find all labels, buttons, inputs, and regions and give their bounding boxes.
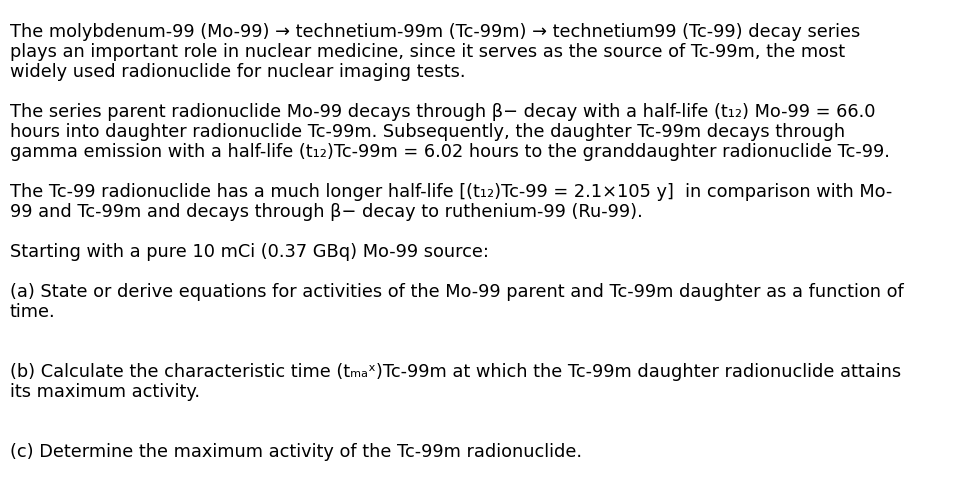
Text: widely used radionuclide for nuclear imaging tests.: widely used radionuclide for nuclear ima… bbox=[10, 63, 466, 81]
Text: (b) Calculate the characteristic time (tₘₐˣ)Tc-99m at which the Tc-99m daughter : (b) Calculate the characteristic time (t… bbox=[10, 363, 901, 381]
Text: plays an important role in nuclear medicine, since it serves as the source of Tc: plays an important role in nuclear medic… bbox=[10, 43, 845, 61]
Text: The Tc-99 radionuclide has a much longer half-life [(t₁₂)Tc-99 = 2.1×105 y]  in : The Tc-99 radionuclide has a much longer… bbox=[10, 183, 893, 201]
Text: The molybdenum-99 (Mo-99) → technetium-99m (Tc-99m) → technetium99 (Tc-99) decay: The molybdenum-99 (Mo-99) → technetium-9… bbox=[10, 23, 860, 41]
Text: hours into daughter radionuclide Tc-99m. Subsequently, the daughter Tc-99m decay: hours into daughter radionuclide Tc-99m.… bbox=[10, 123, 845, 141]
Text: gamma emission with a half-life (t₁₂)Tc-99m = 6.02 hours to the granddaughter ra: gamma emission with a half-life (t₁₂)Tc-… bbox=[10, 143, 890, 161]
Text: Starting with a pure 10 mCi (0.37 GBq) Mo-99 source:: Starting with a pure 10 mCi (0.37 GBq) M… bbox=[10, 243, 489, 261]
Text: (a) State or derive equations for activities of the Mo-99 parent and Tc-99m daug: (a) State or derive equations for activi… bbox=[10, 283, 904, 301]
Text: The series parent radionuclide Mo-99 decays through β− decay with a half-life (t: The series parent radionuclide Mo-99 dec… bbox=[10, 103, 875, 121]
Text: time.: time. bbox=[10, 303, 56, 321]
Text: 99 and Tc-99m and decays through β− decay to ruthenium-99 (Ru-99).: 99 and Tc-99m and decays through β− deca… bbox=[10, 203, 643, 221]
Text: its maximum activity.: its maximum activity. bbox=[10, 383, 200, 401]
Text: (c) Determine the maximum activity of the Tc-99m radionuclide.: (c) Determine the maximum activity of th… bbox=[10, 443, 582, 461]
